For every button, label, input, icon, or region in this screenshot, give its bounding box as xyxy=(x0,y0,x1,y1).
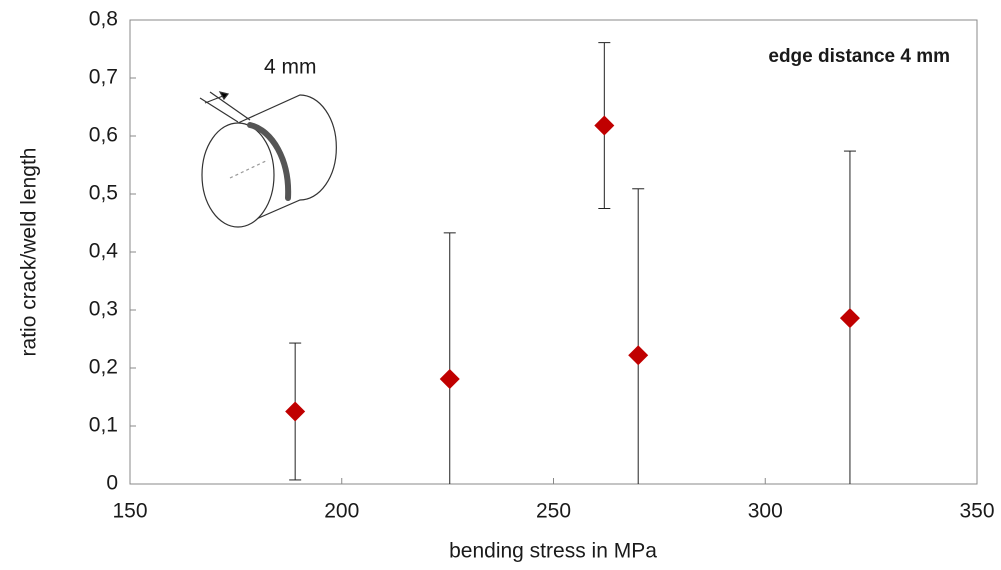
plot-area xyxy=(285,42,860,484)
marker xyxy=(285,401,306,422)
marker xyxy=(439,369,460,390)
annotation: edge distance 4 mm xyxy=(768,46,950,67)
y-tick-label: 0,2 xyxy=(89,356,118,379)
x-tick-label: 200 xyxy=(324,500,359,523)
y-tick-label: 0,5 xyxy=(89,182,118,205)
x-axis-label: bending stress in MPa xyxy=(449,540,657,563)
y-tick-label: 0,7 xyxy=(89,66,118,89)
y-tick-label: 0,4 xyxy=(89,240,119,263)
marker xyxy=(628,345,649,366)
y-tick-label: 0,1 xyxy=(89,414,118,437)
x-tick-label: 300 xyxy=(748,500,783,523)
annotation: 4 mm xyxy=(264,56,317,79)
y-tick-label: 0,3 xyxy=(89,298,118,321)
y-axis-label: ratio crack/weld length xyxy=(18,148,41,357)
x-tick-label: 250 xyxy=(536,500,571,523)
y-tick-label: 0,8 xyxy=(89,8,118,31)
marker xyxy=(594,115,615,136)
y-tick-label: 0,6 xyxy=(89,124,118,147)
marker xyxy=(839,308,860,329)
inset-drawing xyxy=(199,91,337,228)
y-tick-label: 0 xyxy=(106,472,118,495)
x-tick-label: 150 xyxy=(112,500,147,523)
x-tick-label: 350 xyxy=(959,500,994,523)
